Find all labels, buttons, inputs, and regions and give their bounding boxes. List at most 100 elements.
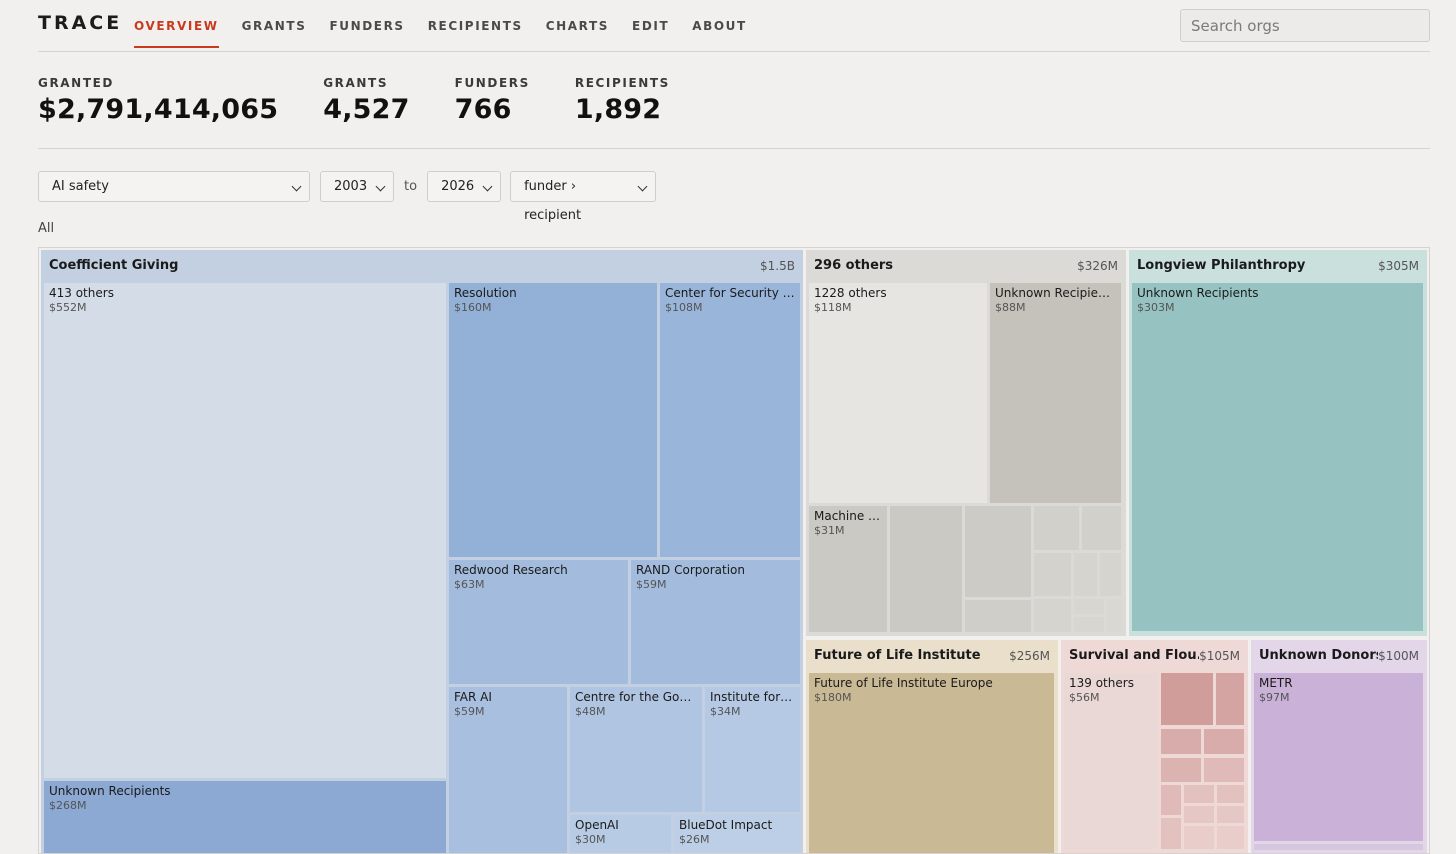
stat-label: GRANTED xyxy=(38,76,114,90)
cell-amount: $180M xyxy=(814,691,852,704)
treemap-cell[interactable] xyxy=(1217,785,1244,803)
treemap-cell[interactable] xyxy=(1074,617,1104,632)
stat-value: $2,791,414,065 xyxy=(38,94,279,125)
treemap-group-longview-philanthropy[interactable]: Longview Philanthropy $305M Unknown Reci… xyxy=(1129,250,1427,636)
nav-grants[interactable]: GRANTS xyxy=(241,19,307,33)
cell-name: Resolution xyxy=(454,286,517,300)
treemap-group-coefficient-giving[interactable]: Coefficient Giving $1.5B 413 others $552… xyxy=(41,250,803,853)
cell-name: Institute for ... xyxy=(710,690,795,704)
treemap-cell[interactable]: Unknown Recipients $268M xyxy=(44,781,446,853)
nav-charts[interactable]: CHARTS xyxy=(545,19,610,33)
treemap-group-296-others[interactable]: 296 others $326M 1228 others $118M Unkno… xyxy=(806,250,1126,636)
group-header: Longview Philanthropy $305M xyxy=(1129,250,1427,281)
treemap-cell[interactable] xyxy=(1204,729,1244,754)
treemap-cell[interactable]: Machine I... $31M xyxy=(809,506,887,632)
summary-stats: GRANTED $2,791,414,065 GRANTS 4,527 FUND… xyxy=(38,76,715,125)
treemap-cell[interactable] xyxy=(965,600,1031,632)
nav-overview[interactable]: OVERVIEW xyxy=(134,0,219,48)
treemap-cell[interactable] xyxy=(1161,758,1201,782)
stat-funders: FUNDERS 766 xyxy=(455,76,530,125)
treemap-cell[interactable]: BlueDot Impact $26M xyxy=(674,815,800,853)
stat-grants: GRANTS 4,527 xyxy=(323,76,409,125)
cell-name: Future of Life Institute Europe xyxy=(814,676,993,690)
treemap-cell[interactable]: FAR AI $59M xyxy=(449,687,567,853)
cell-amount: $30M xyxy=(575,833,606,846)
chevron-down-icon xyxy=(375,181,386,192)
stat-label: FUNDERS xyxy=(454,76,530,90)
cell-name: Center for Security a... xyxy=(665,286,795,300)
nav-funders[interactable]: FUNDERS xyxy=(329,19,405,33)
treemap-cell[interactable] xyxy=(1217,806,1244,823)
treemap-cell[interactable] xyxy=(1034,506,1079,550)
cell-amount: $97M xyxy=(1259,691,1290,704)
treemap-cell[interactable]: Institute for ... $34M xyxy=(705,687,800,812)
treemap-cell[interactable]: Future of Life Institute Europe $180M xyxy=(809,673,1054,853)
treemap-cell[interactable]: METR $97M xyxy=(1254,673,1423,841)
stat-recipients: RECIPIENTS 1,892 xyxy=(575,76,670,125)
group-name: 296 others xyxy=(814,258,894,273)
cell-name: Redwood Research xyxy=(454,563,568,577)
topic-select[interactable]: AI safety xyxy=(38,171,310,202)
treemap-cell[interactable] xyxy=(1204,758,1244,782)
stat-value: 766 xyxy=(454,94,512,125)
cell-amount: $303M xyxy=(1137,301,1175,314)
treemap-cell[interactable] xyxy=(1161,729,1201,754)
treemap-cell[interactable] xyxy=(1161,785,1181,815)
treemap-cell[interactable]: 413 others $552M xyxy=(44,283,446,778)
nav-edit[interactable]: EDIT xyxy=(632,19,670,33)
treemap-cell[interactable] xyxy=(1100,553,1121,596)
treemap-cell[interactable] xyxy=(1216,673,1244,725)
treemap-cell[interactable] xyxy=(1107,599,1121,632)
treemap-cell[interactable] xyxy=(890,506,962,632)
treemap-cell[interactable] xyxy=(1034,599,1071,632)
treemap-cell[interactable]: OpenAI $30M xyxy=(570,815,671,853)
cell-name: 1228 others xyxy=(814,286,887,300)
treemap-cell[interactable] xyxy=(1161,818,1181,849)
treemap-cell[interactable]: Redwood Research $63M xyxy=(449,560,628,684)
treemap-cell[interactable] xyxy=(1074,553,1097,596)
to-year-select[interactable]: 2026 xyxy=(427,171,502,202)
from-year-select[interactable]: 2003 xyxy=(320,171,394,202)
treemap-cell[interactable]: Centre for the Gover... $48M xyxy=(570,687,702,812)
group-header: 296 others $326M xyxy=(806,250,1126,281)
nav-recipients[interactable]: RECIPIENTS xyxy=(427,19,523,33)
treemap-cell[interactable] xyxy=(1034,553,1071,596)
treemap-cell[interactable] xyxy=(1217,826,1244,849)
treemap-cell[interactable] xyxy=(1184,806,1214,823)
cell-name: Unknown Recipients xyxy=(995,286,1116,300)
treemap-group-future-of-life-institute[interactable]: Future of Life Institute $256M Future of… xyxy=(806,640,1058,853)
treemap-cell[interactable] xyxy=(1161,673,1213,725)
treemap-cell[interactable]: 139 others $56M xyxy=(1064,673,1157,849)
app-logo[interactable]: TRACE xyxy=(38,12,123,34)
group-header: Future of Life Institute $256M xyxy=(806,640,1058,671)
cell-amount: $88M xyxy=(995,301,1026,314)
group-amount: $256M xyxy=(1009,648,1050,663)
nav-about[interactable]: ABOUT xyxy=(692,19,747,33)
search-input[interactable] xyxy=(1180,9,1430,42)
treemap-cell[interactable] xyxy=(1082,506,1121,550)
treemap-group-unknown-donors[interactable]: Unknown Donors $100M METR $97M xyxy=(1251,640,1427,853)
cell-amount: $48M xyxy=(575,705,606,718)
treemap-cell[interactable]: Unknown Recipients $303M xyxy=(1132,283,1423,631)
stat-value: 4,527 xyxy=(323,94,410,125)
group-name: Longview Philanthropy xyxy=(1137,258,1306,273)
cell-name: Unknown Recipients xyxy=(1137,286,1259,300)
treemap-cell[interactable] xyxy=(1184,826,1214,849)
treemap-cell[interactable]: 1228 others $118M xyxy=(809,283,987,503)
treemap-cell[interactable]: Resolution $160M xyxy=(449,283,657,557)
treemap-cell[interactable]: RAND Corporation $59M xyxy=(631,560,800,684)
treemap-cell[interactable]: Center for Security a... $108M xyxy=(660,283,800,557)
treemap-cell[interactable] xyxy=(1184,785,1214,803)
grouping-select[interactable]: funder › recipient xyxy=(510,171,657,223)
treemap-group-survival-and-flourishing[interactable]: Survival and Flou... $105M 139 others $5… xyxy=(1061,640,1248,853)
treemap-cell[interactable] xyxy=(1254,844,1423,850)
cell-amount: $56M xyxy=(1069,691,1100,704)
group-name: Unknown Donors xyxy=(1259,648,1379,663)
cell-amount: $160M xyxy=(454,301,492,314)
treemap-cell[interactable]: Unknown Recipients $88M xyxy=(990,283,1121,503)
treemap-cell[interactable] xyxy=(965,506,1031,597)
stat-granted: GRANTED $2,791,414,065 xyxy=(38,76,278,125)
breadcrumb[interactable]: All xyxy=(38,221,55,236)
treemap-cell[interactable] xyxy=(1074,599,1104,614)
range-separator: to xyxy=(404,179,418,194)
